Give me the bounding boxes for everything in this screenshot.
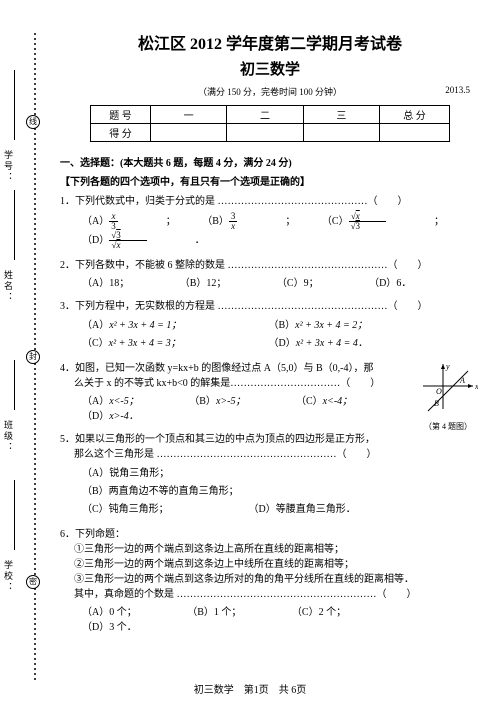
opt-a: （A）x3；: [82, 212, 176, 231]
q4-graph: x y O A B （第 4 题图）: [418, 361, 478, 416]
binding-label: 学校：: [2, 560, 15, 593]
cell: [151, 124, 227, 142]
opt-c: （C）x² + 3x + 4 = 3；: [82, 335, 242, 353]
svg-text:O: O: [436, 387, 442, 396]
question-1: 1．下列代数式中，归类于分式的是 ………………………………………（ ） （A）x…: [60, 194, 480, 250]
q4-stem-1: 4．如图，已知一次函数 y=kx+b 的图像经过点 A（5,0）与 B（0,-4…: [60, 361, 415, 376]
binding-field-line: [14, 70, 15, 140]
fold-circle: 密: [26, 575, 40, 589]
svg-text:A: A: [459, 376, 465, 385]
question-2: 2．下列各数中，不能被 6 整除的数是 …………………………………………（ ） …: [60, 258, 480, 291]
question-6: 6．下列命题： ①三角形一边的两个端点到这条边上高所在直线的距离相等； ②三角形…: [60, 527, 480, 635]
opt-d: （D）3 个．: [82, 620, 161, 635]
question-4: 4．如图，已知一次函数 y=kx+b 的图像经过点 A（5,0）与 B（0,-4…: [60, 361, 480, 424]
graph-svg: x y O A B: [418, 361, 478, 416]
opt-b: （B）12；: [180, 276, 251, 291]
opt-b: （B）x² + 3x + 4 = 2；: [269, 317, 392, 335]
q5-stem-2: 那么这个三角形是: [74, 449, 154, 460]
cell: 得 分: [91, 124, 151, 142]
q3-stem: 3．下列方程中，无实数根的方程是: [60, 301, 215, 312]
opt-d: （D）等腰直角三角形．: [249, 501, 380, 519]
score-table: 题 号 一 二 三 总 分 得 分: [90, 105, 450, 142]
meta-row: （满分 150 分，完卷时间 100 分钟） 2013.5: [60, 85, 480, 99]
svg-text:B: B: [434, 399, 439, 408]
binding-margin: 线封密 学号： 姓名： 班级： 学校：: [0, 0, 50, 706]
q6-options: （A）0 个； （B）1 个； （C）2 个； （D）3 个．: [60, 605, 480, 635]
opt-d: （D）x² + 3x + 4 = 4．: [269, 335, 392, 353]
main-content: 松江区 2012 学年度第二学期月考试卷 初三数学 （满分 150 分，完卷时间…: [60, 30, 480, 643]
cell: 三: [303, 106, 379, 124]
opt-d: （D）√3√x．: [82, 231, 205, 250]
meta-date: 2013.5: [445, 85, 470, 95]
opt-d: （D）6．: [369, 276, 435, 291]
q1-options: （A）x3； （B）3x； （C）√x√3； （D）√3√x．: [60, 212, 480, 250]
q3-options: （A）x² + 3x + 4 = 1； （B）x² + 3x + 4 = 2； …: [60, 317, 480, 353]
q2-options: （A）18； （B）12； （C）9； （D）6．: [60, 276, 480, 291]
opt-b: （B）x>-5；: [189, 394, 269, 409]
cell: [303, 124, 379, 142]
q6-l1: ①三角形一边的两个端点到这条边上高所在直线的距离相等；: [60, 542, 480, 557]
cell: 总 分: [380, 106, 450, 124]
table-row: 得 分: [91, 124, 450, 142]
cell: [380, 124, 450, 142]
cell: [227, 124, 303, 142]
binding-label: 班级：: [2, 420, 15, 453]
opt-a: （A）x<-5；: [82, 394, 163, 409]
q4-options: （A）x<-5； （B）x>-5； （C）x<-4； （D）x>-4．: [60, 394, 415, 424]
q6-l4: 其中，真命题的个数是: [74, 589, 174, 600]
cell: 题 号: [91, 106, 151, 124]
q6-l3: ③三角形一边的两个端点到这条边所对的角的角平分线所在直线的距离相等．: [60, 572, 480, 587]
opt-b: （B）1 个；: [187, 605, 265, 620]
q5-options: （A）锐角三角形； （B）两直角边不等的直角三角形； （C）钝角三角形； （D）…: [60, 465, 415, 519]
q6-stem: 6．下列命题：: [60, 527, 480, 542]
page-footer: 初三数学 第1页 共 6页: [0, 681, 500, 696]
cell: 一: [151, 106, 227, 124]
opt-c: （C）9；: [277, 276, 343, 291]
q4-stem-2: 么关于 x 的不等式 kx+b<0 的解集是: [74, 378, 230, 389]
svg-text:y: y: [445, 362, 450, 371]
section-1-sub: 【下列各题的四个选项中，有且只有一个选项是正确的】: [60, 173, 480, 188]
exam-title-2: 初三数学: [60, 58, 480, 79]
q6-l2: ②三角形一边的两个端点到这条边上中线所在直线的距离相等；: [60, 557, 480, 572]
binding-label: 学号：: [2, 150, 15, 183]
svg-text:x: x: [474, 382, 478, 391]
table-row: 题 号 一 二 三 总 分: [91, 106, 450, 124]
opt-b: （B）两直角边不等的直角三角形；: [82, 483, 263, 501]
binding-field-line: [14, 190, 15, 260]
opt-a: （A）锐角三角形；: [82, 465, 222, 483]
q2-stem: 2．下列各数中，不能被 6 整除的数是: [60, 260, 225, 271]
opt-c: （C）钝角三角形；: [82, 501, 222, 519]
opt-c: （C）√x√3；: [322, 212, 444, 231]
meta-center: （满分 150 分，完卷时间 100 分钟）: [60, 85, 480, 98]
q5-stem-1: 5．如果以三角形的一个顶点和其三边的中点为顶点的四边形是正方形，: [60, 432, 415, 447]
question-5: 5．如果以三角形的一个顶点和其三边的中点为顶点的四边形是正方形， 那么这个三角形…: [60, 432, 480, 519]
opt-a: （A）18；: [82, 276, 153, 291]
question-3: 3．下列方程中，无实数根的方程是 ……………………………………………（ ） （A…: [60, 299, 480, 353]
binding-field-line: [14, 360, 15, 410]
opt-c: （C）2 个；: [292, 605, 370, 620]
opt-a: （A）x² + 3x + 4 = 1；: [82, 317, 242, 335]
fold-circle: 封: [26, 350, 40, 364]
cell: 二: [227, 106, 303, 124]
fold-circle: 线: [26, 115, 40, 129]
opt-b: （B）3x；: [202, 212, 295, 231]
section-1-title: 一、选择题：(本大题共 6 题，每题 4 分，满分 24 分): [60, 154, 480, 169]
binding-field-line: [14, 480, 15, 550]
binding-label: 姓名：: [2, 270, 15, 303]
opt-d: （D）x>-4．: [82, 409, 163, 424]
q1-stem: 1．下列代数式中，归类于分式的是: [60, 196, 215, 207]
opt-c: （C）x<-4；: [296, 394, 376, 409]
opt-a: （A）0 个；: [82, 605, 161, 620]
exam-title-1: 松江区 2012 学年度第二学期月考试卷: [60, 30, 480, 54]
